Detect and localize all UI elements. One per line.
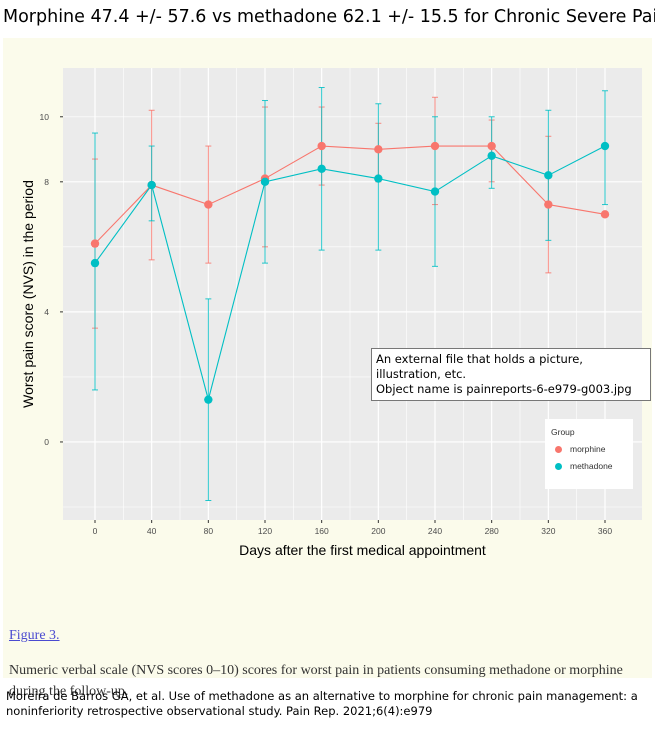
image-alt-tooltip: An external file that holds a picture, i… <box>371 348 651 401</box>
data-point-methadone <box>260 177 270 187</box>
data-point-methadone <box>430 187 440 196</box>
legend-item-morphine: morphine <box>555 444 605 454</box>
figure-caption: Numeric verbal scale (NVS scores 0–10) s… <box>9 663 623 699</box>
tooltip-line-2: Object name is painreports-6-e979-g003.j… <box>376 382 632 396</box>
data-point-methadone <box>90 258 100 268</box>
x-tick-label: 80 <box>204 526 214 536</box>
data-point-methadone <box>374 174 383 183</box>
x-axis-title: Days after the first medical appointment <box>239 542 486 558</box>
data-point-morphine <box>317 141 326 151</box>
data-point-morphine <box>600 210 610 219</box>
data-point-morphine <box>430 141 440 151</box>
y-tick-label: 4 <box>44 307 49 317</box>
x-tick-label: 120 <box>258 526 272 536</box>
data-point-methadone <box>204 395 213 404</box>
x-tick-label: 320 <box>541 526 555 536</box>
series-line-methadone <box>94 145 606 402</box>
figure-panel: 0 4 8 10 0 40 80 120 160 200 240 280 320 360 Days afte… <box>3 38 652 699</box>
legend-dot-methadone <box>555 463 562 471</box>
figure-link[interactable]: Figure 3. <box>9 628 60 643</box>
legend-dot-morphine <box>555 446 562 454</box>
data-point-morphine <box>487 141 496 151</box>
y-tick-label: 0 <box>44 437 49 447</box>
x-tick-label: 40 <box>147 526 157 536</box>
chart-legend: Group morphine methadone <box>545 419 633 489</box>
y-tick-label: 10 <box>40 112 50 122</box>
citation: Moreira de Barros GA, et al. Use of meth… <box>6 689 638 718</box>
data-point-methadone <box>317 164 326 174</box>
x-tick-label: 280 <box>485 526 499 536</box>
data-point-morphine <box>90 239 100 248</box>
data-point-methadone <box>600 141 610 151</box>
chart-svg: 0 4 8 10 0 40 80 120 160 200 240 280 320 360 Days afte… <box>20 68 642 558</box>
series-line-morphine <box>94 145 606 244</box>
tooltip-line-1: An external file that holds a picture, i… <box>376 352 583 381</box>
data-point-methadone <box>487 151 496 160</box>
x-tick-label: 200 <box>371 526 385 536</box>
page-title: Morphine 47.4 +/- 57.6 vs methadone 62.1… <box>3 7 655 27</box>
legend-item-methadone: methadone <box>555 461 613 471</box>
data-point-morphine <box>374 145 383 154</box>
data-point-methadone <box>544 171 553 180</box>
legend-title: Group <box>551 427 575 437</box>
x-tick-label: 160 <box>315 526 329 536</box>
data-point-methadone <box>147 180 156 190</box>
data-point-morphine <box>544 200 553 209</box>
legend-label-morphine: morphine <box>570 444 606 454</box>
x-tick-label: 360 <box>598 526 612 536</box>
y-axis-title: Worst pain score (NVS) in the period <box>20 180 36 408</box>
x-tick-label: 0 <box>93 526 98 536</box>
y-tick-label: 8 <box>44 177 49 187</box>
legend-label-methadone: methadone <box>570 461 613 471</box>
x-tick-label: 240 <box>428 526 442 536</box>
data-point-morphine <box>204 200 213 209</box>
